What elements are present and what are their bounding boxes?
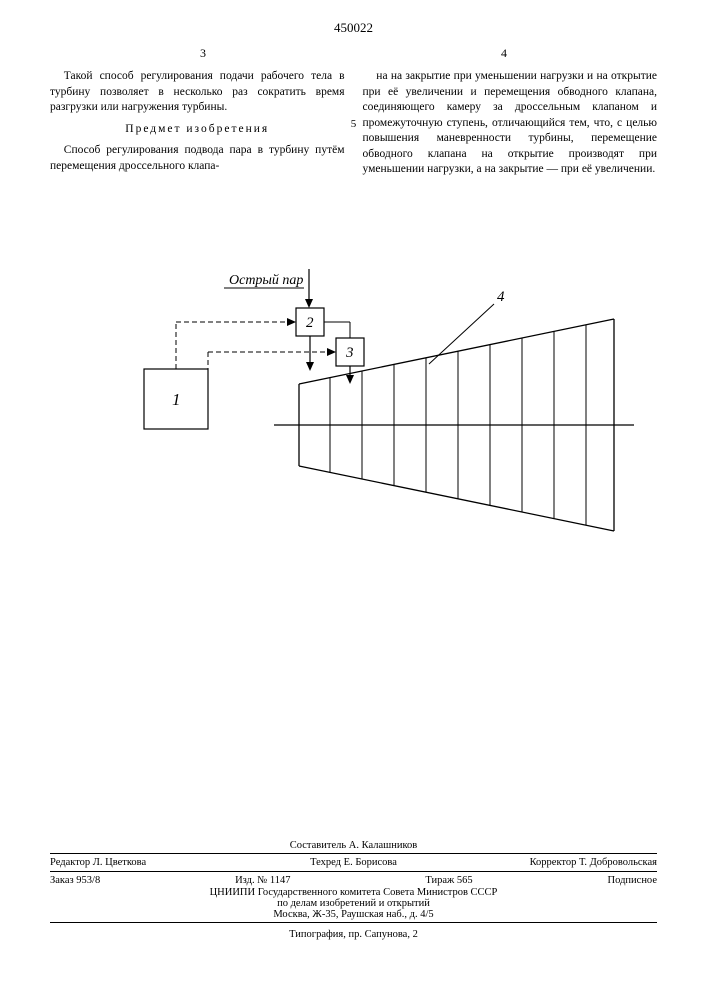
footer: Составитель А. Калашников Редактор Л. Цв… [50, 840, 657, 940]
footer-credits: Редактор Л. Цветкова Техред Е. Борисова … [50, 856, 657, 869]
footer-compiler: Составитель А. Калашников [50, 840, 657, 851]
steam-arrow-head [305, 299, 313, 308]
footer-editor: Редактор Л. Цветкова [50, 857, 252, 868]
turbine-schematic: Острый пар 2 3 1 [74, 209, 634, 549]
text-columns: 5 Такой способ регулирования подачи рабо… [50, 69, 657, 184]
footer-order: Заказ 953/8 [50, 875, 100, 886]
document-number: 450022 [50, 20, 657, 36]
ctrl-1-2-head [287, 318, 296, 326]
footer-print-info: Заказ 953/8 Изд. № 1147 Тираж 565 Подпис… [50, 874, 657, 887]
arrow-2-turbine-head [306, 362, 314, 371]
page-num-right: 4 [501, 46, 507, 61]
turbine-bottom [299, 466, 614, 531]
footer-rule-1 [50, 853, 657, 854]
para-claim-cont: на на закрытие при уменьшении нагрузки и… [363, 69, 658, 178]
column-left: Такой способ регулирования подачи рабоче… [50, 69, 345, 184]
box-1-label: 1 [172, 390, 181, 409]
footer-printer: Типография, пр. Сапунова, 2 [50, 929, 657, 940]
box-3-label: 3 [345, 345, 354, 361]
footer-org1: ЦНИИПИ Государственного комитета Совета … [50, 887, 657, 898]
para-method: Такой способ регулирования подачи рабоче… [50, 69, 345, 116]
para-claim-start: Способ регулирования подвода пара в турб… [50, 143, 345, 174]
footer-teched: Техред Е. Борисова [252, 857, 454, 868]
footer-izd: Изд. № 1147 [235, 875, 290, 886]
footer-org2: по делам изобретений и открытий [50, 898, 657, 909]
box-2-label: 2 [306, 315, 314, 331]
label-4: 4 [497, 289, 505, 305]
page-numbers: 3 4 [50, 46, 657, 61]
footer-rule-3 [50, 922, 657, 923]
footer-addr: Москва, Ж-35, Раушская наб., д. 4/5 [50, 909, 657, 920]
footer-corrector: Корректор Т. Добровольская [455, 857, 657, 868]
line-number-5: 5 [351, 117, 357, 132]
subject-heading: Предмет изобретения [50, 122, 345, 138]
leader-4 [429, 304, 494, 364]
footer-sub: Подписное [608, 875, 657, 886]
page: 450022 3 4 5 Такой способ регулирования … [0, 0, 707, 1000]
diagram: Острый пар 2 3 1 [50, 209, 657, 554]
column-right: на на закрытие при уменьшении нагрузки и… [363, 69, 658, 184]
arrow-3-turbine-head [346, 375, 354, 384]
page-num-left: 3 [200, 46, 206, 61]
steam-label: Острый пар [229, 273, 303, 288]
ctrl-1-3-head [327, 348, 336, 356]
footer-rule-2 [50, 871, 657, 872]
footer-tirage: Тираж 565 [425, 875, 472, 886]
